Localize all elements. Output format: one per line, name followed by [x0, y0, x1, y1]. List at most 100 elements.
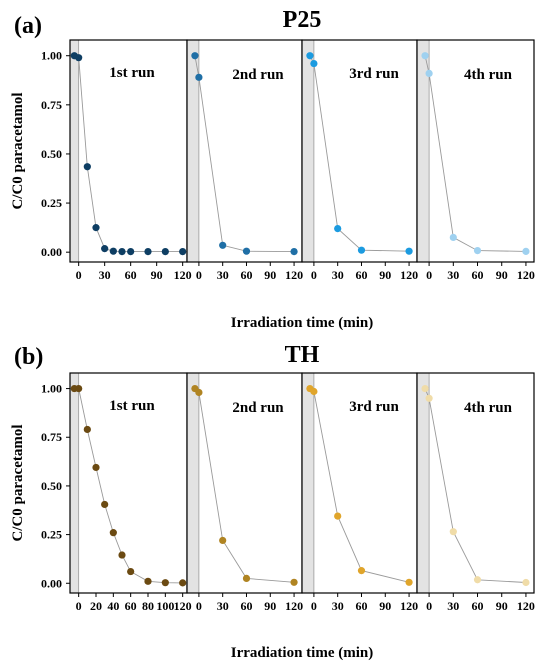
- series-line: [74, 388, 183, 584]
- run-1-subplot: 0 30 60 90 120 1st run: [69, 39, 192, 282]
- x-tick-label: 100: [156, 599, 174, 613]
- x-tick-label: 20: [90, 599, 102, 613]
- x-tick-label: 60: [472, 599, 484, 613]
- y-tick-label: 0.25: [41, 528, 62, 542]
- data-point: [92, 224, 100, 232]
- y-tick-label: 0.50: [41, 479, 62, 493]
- run-label: 3rd run: [349, 66, 399, 82]
- dark-adsorption-band: [301, 39, 315, 263]
- data-point: [144, 247, 152, 256]
- data-point: [310, 387, 318, 396]
- data-point: [83, 425, 91, 434]
- run-4-subplot: 0 30 60 90 120 4th run: [416, 372, 535, 613]
- data-point: [179, 579, 187, 587]
- x-tick-label: 60: [472, 268, 484, 282]
- series-line: [424, 55, 526, 252]
- x-tick-label: 120: [285, 268, 303, 282]
- data-point: [473, 247, 482, 255]
- run-1-subplot: 0 20 40 60 80 100 120 1st run: [69, 372, 192, 613]
- panel-label: (a): [14, 13, 42, 39]
- data-point: [449, 528, 457, 536]
- x-tick-label: 0: [76, 268, 82, 282]
- data-point: [161, 579, 169, 587]
- run-4-subplot: 0 30 60 90 120 4th run: [416, 39, 535, 282]
- data-point: [306, 52, 314, 60]
- x-tick-label: 30: [99, 268, 111, 282]
- x-tick-label: 30: [447, 268, 459, 282]
- x-tick-label: 80: [142, 599, 154, 613]
- y-tick-label: 0.75: [41, 98, 62, 112]
- y-tick-label: 1.00: [41, 49, 62, 63]
- data-point: [195, 388, 203, 397]
- data-point: [425, 69, 433, 77]
- run-label: 2nd run: [232, 67, 284, 83]
- data-point: [127, 567, 135, 576]
- panel-title: TH: [285, 342, 320, 368]
- data-point: [83, 163, 91, 171]
- dark-adsorption-band: [69, 372, 80, 594]
- data-point: [357, 567, 366, 575]
- y-tick-label: 0.00: [41, 245, 62, 259]
- data-point: [405, 247, 413, 255]
- data-point: [144, 577, 152, 585]
- data-point: [92, 463, 100, 472]
- x-tick-label: 120: [400, 268, 418, 282]
- data-point: [101, 500, 109, 509]
- data-point: [421, 384, 429, 393]
- y-tick-label: 0.50: [41, 147, 62, 161]
- x-tick-label: 90: [496, 599, 508, 613]
- data-point: [522, 578, 530, 587]
- run-label: 4th run: [464, 67, 513, 83]
- x-tick-label: 30: [332, 268, 344, 282]
- data-point: [310, 59, 318, 68]
- x-tick-label: 90: [264, 599, 276, 613]
- panel-title: P25: [283, 7, 322, 33]
- data-point: [179, 247, 187, 256]
- data-point: [334, 225, 342, 233]
- x-tick-label: 90: [496, 268, 508, 282]
- run-2-subplot: 0 30 60 90 120 2nd run: [186, 372, 303, 613]
- data-point: [118, 247, 126, 256]
- data-point: [334, 512, 342, 520]
- data-point: [522, 247, 530, 255]
- data-point: [242, 574, 251, 582]
- dark-adsorption-band: [301, 372, 315, 594]
- x-tick-label: 90: [151, 268, 163, 282]
- x-tick-label: 60: [355, 599, 367, 613]
- x-tick-label: 30: [332, 599, 344, 613]
- data-point: [290, 578, 298, 586]
- data-point: [75, 54, 83, 62]
- y-tick-label: 0.00: [41, 576, 62, 590]
- x-tick-label: 120: [517, 599, 535, 613]
- data-point: [195, 73, 203, 81]
- run-2-subplot: 0 30 60 90 120 2nd run: [186, 39, 303, 282]
- panel-label: (b): [14, 344, 43, 370]
- x-tick-label: 60: [125, 268, 137, 282]
- x-tick-label: 60: [125, 599, 137, 613]
- x-tick-label: 0: [311, 599, 317, 613]
- dark-adsorption-band: [186, 39, 200, 263]
- series-line: [194, 388, 295, 583]
- run-label: 2nd run: [232, 400, 284, 416]
- run-3-subplot: 0 30 60 90 120 3rd run: [301, 372, 418, 613]
- x-tick-label: 90: [264, 268, 276, 282]
- data-point: [109, 247, 117, 255]
- y-axis-label: C/C0 paracetamol: [10, 92, 26, 209]
- x-tick-label: 0: [426, 268, 432, 282]
- x-tick-label: 120: [400, 599, 418, 613]
- x-tick-label: 90: [379, 599, 391, 613]
- data-point: [473, 576, 482, 584]
- series-line: [74, 55, 183, 253]
- x-tick-label: 0: [76, 599, 82, 613]
- x-tick-label: 40: [107, 599, 119, 613]
- dark-adsorption-band: [186, 372, 200, 594]
- y-axis-label: C/C0 paracetamol: [10, 424, 26, 541]
- x-tick-label: 30: [217, 268, 229, 282]
- x-tick-label: 0: [311, 268, 317, 282]
- x-tick-label: 120: [174, 599, 192, 613]
- data-point: [242, 247, 251, 255]
- y-tick-label: 0.75: [41, 430, 62, 444]
- x-axis-label: Irradiation time (min): [231, 645, 373, 661]
- x-tick-label: 90: [379, 268, 391, 282]
